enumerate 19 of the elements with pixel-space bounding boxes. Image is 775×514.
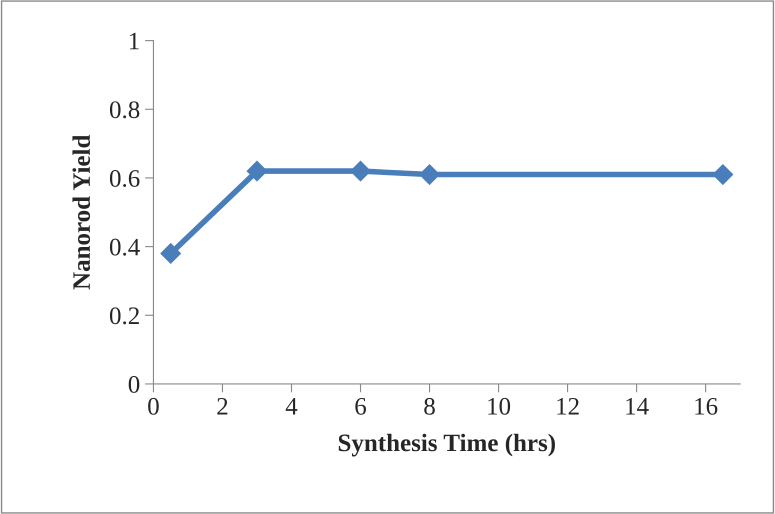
y-tick-label: 0.4 xyxy=(110,238,140,256)
x-tick-label: 6 xyxy=(355,398,366,415)
y-tick-label: 0 xyxy=(128,376,140,393)
point xyxy=(712,164,734,185)
x-axis-title: Synthesis Time (hrs) xyxy=(338,434,555,456)
y-axis-title: Nanorod Yield xyxy=(72,134,90,290)
x-tick-label: 4 xyxy=(286,398,298,414)
x-tick-label: 0 xyxy=(148,398,159,415)
y-tick-label: 0.2 xyxy=(110,307,139,324)
x-tick-label: 12 xyxy=(557,398,579,414)
y-tick-label: 0.8 xyxy=(110,101,140,118)
x-tick-label: 14 xyxy=(626,398,649,414)
x-tick-label: 2 xyxy=(217,398,228,414)
y-tick-label: 0.6 xyxy=(110,170,140,187)
point xyxy=(160,243,182,264)
x-tick-label: 10 xyxy=(488,398,510,415)
x-tick-label: 16 xyxy=(695,398,718,415)
x-tick-label: 8 xyxy=(424,398,435,415)
y-tick-label: 1 xyxy=(130,32,139,50)
